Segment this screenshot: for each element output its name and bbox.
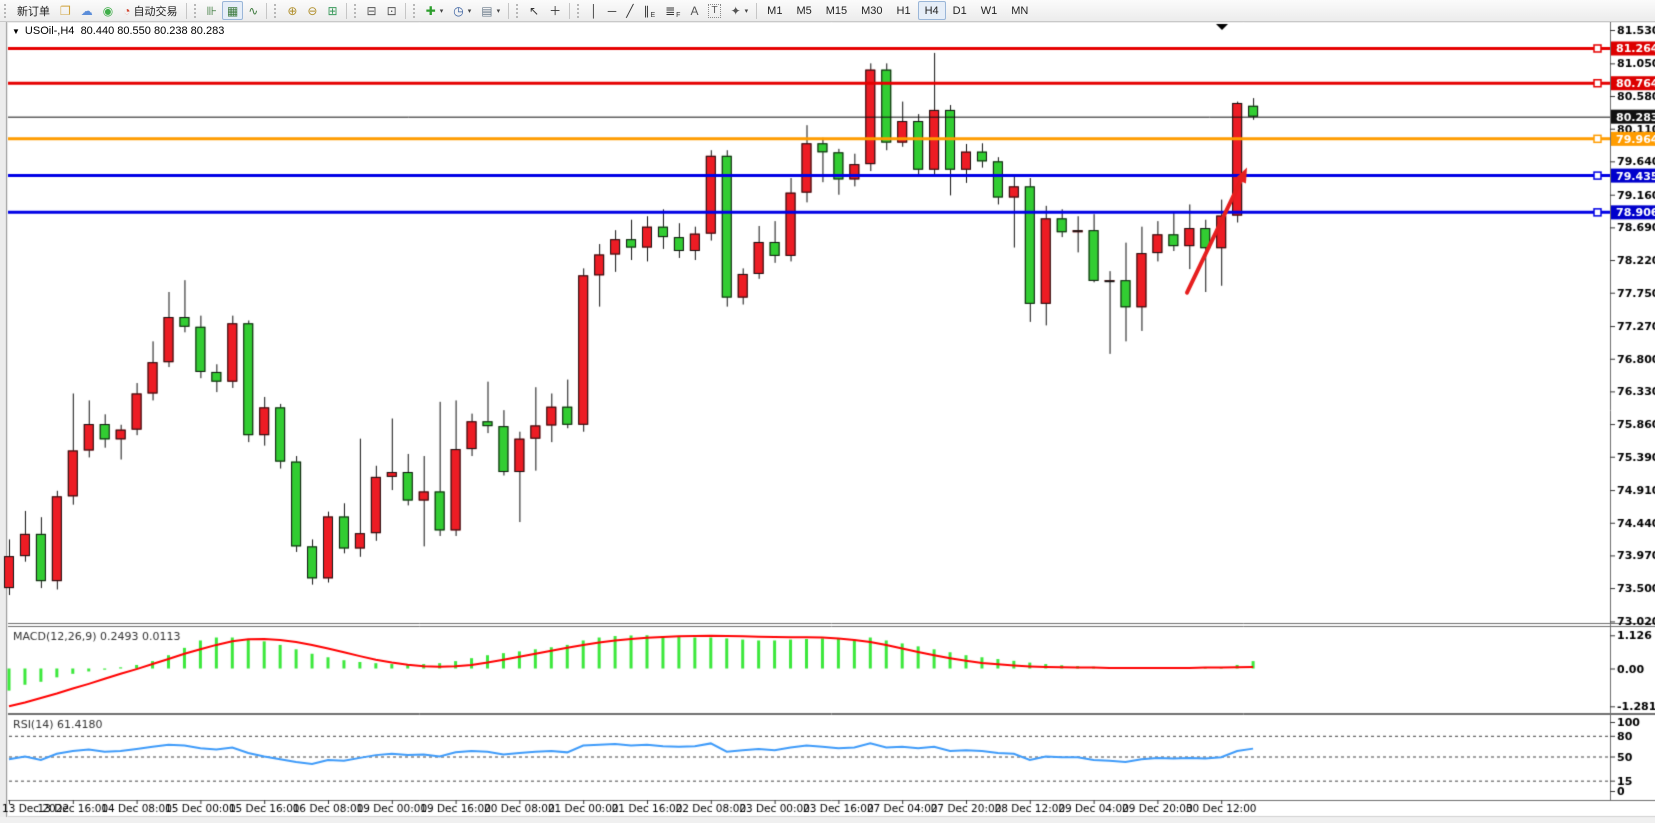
line-chart-icon[interactable]: ∿ [243, 1, 263, 20]
dropdown-caret-icon: ▾ [496, 7, 501, 15]
toolbar-separator [345, 2, 347, 19]
candlestick-chart-icon: ▦ [226, 3, 239, 18]
horizontal-line-icon[interactable]: ─ [603, 1, 622, 20]
price-chart-canvas[interactable] [0, 21, 1655, 823]
period-clock-icon: ◷ [453, 3, 464, 18]
auto-trading-button-label: 自动交易 [133, 5, 178, 18]
crosshair-icon[interactable]: ＋ [544, 1, 566, 20]
new-order-button-label: 新订单 [17, 5, 50, 18]
crosshair-icon: ＋ [549, 3, 562, 18]
charts-stack-icon[interactable]: ❐ [55, 1, 76, 20]
fibonacci-icon: ≣ [665, 3, 676, 18]
toolbar-grip [412, 3, 418, 18]
channel-icon[interactable]: ∥ E [638, 1, 660, 20]
toolbar-grip [274, 3, 279, 18]
chart-ohlc-label: 80.440 80.550 80.238 80.283 [80, 25, 225, 37]
toolbar-separator [508, 2, 510, 19]
tile-windows-icon: ⊞ [327, 3, 338, 18]
trendline-icon: ╱ [626, 3, 634, 18]
chart-symbol-label: USOil-,H4 [24, 25, 75, 37]
toolbar-grip [4, 3, 9, 18]
bar-chart-icon: ⊪ [206, 3, 217, 18]
chart-title-overlay: ▼ USOil-,H4 80.440 80.550 80.238 80.283 [12, 25, 224, 37]
timeframe-button-h4[interactable]: H4 [917, 1, 946, 20]
add-indicator-icon[interactable]: ✚ ▾ [421, 1, 449, 20]
indicator-list-icon: ⊡ [386, 3, 397, 18]
toolbar-grip [516, 3, 521, 18]
templates-icon[interactable]: ▤ ▾ [476, 1, 505, 20]
toolbar-separator [266, 2, 268, 19]
text-icon[interactable]: A [685, 1, 703, 20]
bar-chart-icon[interactable]: ⊪ [202, 1, 222, 20]
timeframe-button-d1[interactable]: D1 [946, 1, 974, 20]
charts-stack-icon: ❐ [60, 3, 71, 18]
zoom-in-icon: ⊕ [287, 3, 298, 18]
indicators-window-icon[interactable]: ⊟ [362, 1, 382, 20]
cursor-icon: ↖ [529, 3, 540, 18]
toolbar-separator [756, 2, 758, 19]
main-toolbar: 新订单 ❐ ☁ ◉ ◔ 自动交易 ⊪ ▦ ∿ ⊕ ⊖ ⊞ ⊟ ⊡ ✚ ▾ ◷ ▾ ▤ ▾ ↖ ＋ │ ─ ╱ ∥ E ≣ F A T ✦ ▾ M1… [0, 0, 1655, 22]
toolbar-separator [185, 2, 187, 19]
indicator-list-icon[interactable]: ⊡ [382, 1, 402, 20]
text-label-icon: T [708, 3, 721, 18]
timeframe-button-mn[interactable]: MN [1004, 1, 1035, 20]
toolbar-separator [404, 2, 406, 19]
add-indicator-icon: ✚ [425, 3, 436, 18]
trendline-icon[interactable]: ╱ [621, 1, 638, 20]
timeframe-button-m15[interactable]: M15 [819, 1, 854, 20]
signals-icon[interactable]: ◉ [98, 1, 118, 20]
text-label-icon[interactable]: T [703, 1, 725, 20]
shapes-icon: ✦ [730, 3, 741, 18]
channel-icon: ∥ [643, 3, 650, 18]
templates-icon: ▤ [481, 3, 493, 18]
timeframe-button-h1[interactable]: H1 [890, 1, 918, 20]
fibonacci-icon-sub-label: F [676, 12, 681, 19]
candlestick-chart-icon[interactable]: ▦ [221, 1, 244, 20]
period-clock-icon[interactable]: ◷ ▾ [448, 1, 476, 20]
dropdown-caret-icon: ▾ [744, 7, 749, 15]
terminal-icon[interactable]: ☁ [76, 1, 98, 20]
new-order-button[interactable]: 新订单 [12, 1, 55, 20]
cursor-icon[interactable]: ↖ [524, 1, 544, 20]
dropdown-caret-icon: ▾ [467, 7, 472, 15]
chart-window: ▼ USOil-,H4 80.440 80.550 80.238 80.283 [0, 21, 1655, 823]
indicators-window-icon: ⊟ [366, 3, 377, 18]
timeframe-button-w1[interactable]: W1 [974, 1, 1005, 20]
shapes-icon[interactable]: ✦ ▾ [726, 1, 754, 20]
timeframe-button-m30[interactable]: M30 [854, 1, 889, 20]
text-icon: A [690, 3, 699, 18]
chart-expander-icon[interactable]: ▼ [12, 27, 20, 36]
toolbar-grip [353, 3, 359, 18]
zoom-in-icon[interactable]: ⊕ [282, 1, 302, 20]
zoom-out-icon[interactable]: ⊖ [302, 1, 322, 20]
auto-trading-icon: ◔ [123, 3, 131, 18]
zoom-out-icon: ⊖ [307, 3, 318, 18]
horizontal-line-icon: ─ [607, 3, 617, 18]
tile-windows-icon[interactable]: ⊞ [322, 1, 342, 20]
toolbar-separator [569, 2, 571, 19]
channel-icon-sub-label: E [650, 12, 656, 19]
vertical-line-icon[interactable]: │ [585, 1, 603, 20]
terminal-icon: ☁ [80, 3, 93, 18]
toolbar-grip [577, 3, 582, 18]
auto-trading-button[interactable]: ◔ 自动交易 [118, 1, 182, 20]
timeframe-button-m5[interactable]: M5 [789, 1, 818, 20]
timeframe-button-m1[interactable]: M1 [760, 1, 789, 20]
fibonacci-icon[interactable]: ≣ F [660, 1, 685, 20]
toolbar-grip [193, 3, 199, 18]
dropdown-caret-icon: ▾ [439, 7, 444, 15]
signals-icon: ◉ [102, 3, 114, 18]
line-chart-icon: ∿ [248, 3, 259, 18]
vertical-line-icon: │ [590, 3, 598, 18]
